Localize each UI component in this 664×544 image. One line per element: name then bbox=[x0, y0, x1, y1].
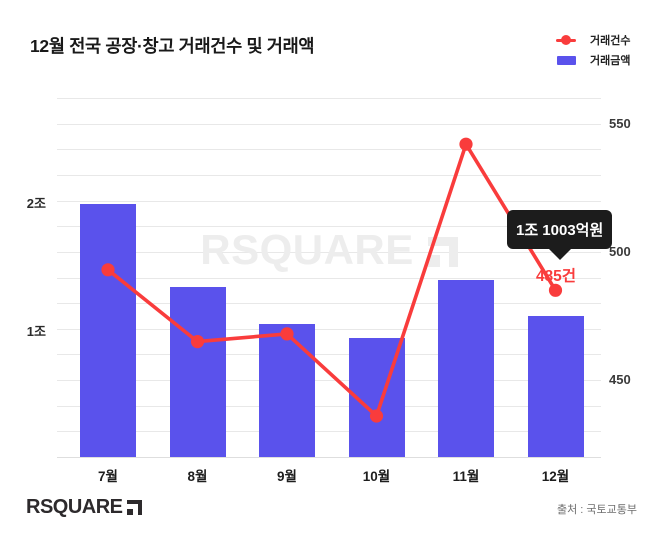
gridline bbox=[57, 149, 601, 151]
square-marker-icon bbox=[556, 55, 576, 65]
line-point-0[interactable] bbox=[101, 263, 115, 277]
gridline bbox=[57, 98, 601, 99]
line-point-5[interactable] bbox=[548, 283, 563, 297]
rsquare-logo-icon bbox=[427, 237, 458, 267]
legend-label-count: 거래건수 bbox=[590, 35, 631, 47]
gridline bbox=[57, 277, 601, 279]
legend: 거래건수 거래금액 bbox=[556, 31, 656, 71]
gridline bbox=[57, 328, 601, 330]
gridline bbox=[57, 174, 601, 176]
line-point-3[interactable] bbox=[369, 409, 384, 423]
bar-5[interactable] bbox=[527, 316, 584, 457]
gridline bbox=[57, 431, 601, 433]
count-line bbox=[106, 142, 558, 418]
y-axis-right-label-2: 450 bbox=[609, 372, 631, 388]
bar-1[interactable] bbox=[169, 286, 226, 457]
source-caption: 출처 : 국토교통부 bbox=[556, 504, 637, 516]
x-axis-line bbox=[57, 457, 601, 458]
bar-0[interactable] bbox=[80, 204, 136, 457]
rsquare-logo-icon bbox=[126, 500, 142, 515]
legend-label-amount: 거래금액 bbox=[590, 55, 631, 67]
logo-text: RSQUARE bbox=[26, 496, 123, 518]
x-axis-label-2: 9월 bbox=[277, 469, 297, 484]
y-axis-left-label-0: 2조 bbox=[26, 195, 46, 211]
gridline bbox=[57, 251, 601, 253]
line-point-1[interactable] bbox=[190, 335, 205, 349]
x-axis-label-4: 11월 bbox=[452, 469, 480, 484]
y-axis-right-label-0: 550 bbox=[609, 115, 631, 131]
y-axis-left-label-1: 1조 bbox=[26, 323, 46, 339]
legend-item-count[interactable]: 거래건수 bbox=[556, 31, 656, 49]
watermark: RSQUARE bbox=[57, 224, 601, 276]
chart-title: 12월 전국 공장·창고 거래건수 및 거래액 bbox=[30, 36, 315, 56]
gridline bbox=[57, 405, 601, 407]
x-axis-label-0: 7월 bbox=[98, 469, 118, 484]
gridline bbox=[57, 303, 601, 305]
bar-4[interactable] bbox=[438, 280, 494, 457]
gridline bbox=[57, 354, 601, 356]
gridline bbox=[57, 380, 601, 382]
line-point-2[interactable] bbox=[280, 327, 294, 341]
bar-2[interactable] bbox=[259, 323, 315, 457]
x-axis-label-3: 10월 bbox=[362, 469, 391, 484]
y-axis-right-label-1: 500 bbox=[609, 243, 631, 259]
line-point-4[interactable] bbox=[459, 137, 473, 151]
x-axis-label-1: 8월 bbox=[187, 469, 208, 484]
line-dot-marker-icon bbox=[556, 35, 576, 45]
gridline bbox=[57, 200, 601, 202]
gridline bbox=[57, 226, 601, 228]
count-point-label: 485건 bbox=[535, 268, 577, 285]
value-tooltip: 1조 1003억원 bbox=[507, 210, 613, 249]
rsquare-logo: RSQUARE bbox=[26, 496, 142, 519]
legend-item-amount[interactable]: 거래금액 bbox=[556, 51, 656, 69]
x-axis-label-5: 12월 bbox=[541, 469, 570, 484]
gridline bbox=[57, 123, 601, 125]
